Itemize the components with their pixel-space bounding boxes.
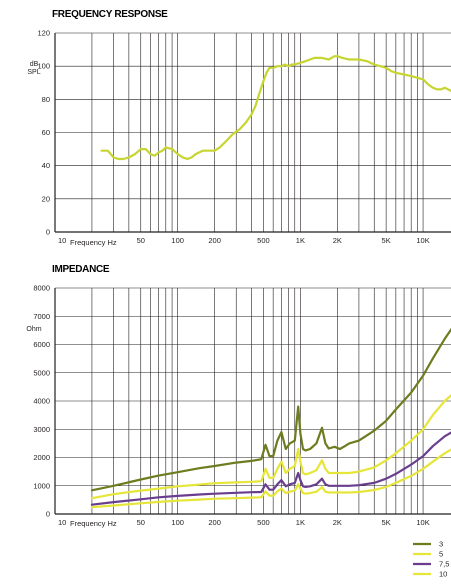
legend-label: 7,5 <box>439 560 449 569</box>
legend-label: 5 <box>439 550 443 559</box>
imp-y-tick-label: 5000 <box>33 368 50 377</box>
impedance-y-ticks: 0 1000 2000 3000 4000 5000 6000 7000 8000 <box>33 284 50 519</box>
impedance-title: IMPEDANCE <box>52 264 110 275</box>
imp-y-tick-label: 8000 <box>33 284 50 293</box>
imp-y-tick-label: 0 <box>46 510 50 519</box>
fr-x-tick-label: 2K <box>333 236 342 245</box>
fr-y-tick-label: 120 <box>37 29 50 38</box>
fr-y-tick-label: 80 <box>42 95 50 104</box>
fr-x-tick-label: 1K <box>296 236 305 245</box>
imp-x-tick-label: 5K <box>382 518 391 527</box>
frequency-response-ylabel-line-1: dB <box>30 61 39 68</box>
fr-y-tick-label: 0 <box>46 228 50 237</box>
imp-x-tick-label: 10K <box>416 518 429 527</box>
imp-series-line-3 <box>90 448 451 509</box>
impedance-xlabel: Frequency Hz <box>70 519 117 528</box>
fr-x-tick-label: 5K <box>382 236 391 245</box>
imp-x-tick-label: 1K <box>296 518 305 527</box>
frequency-response-y-ticks: 0 20 40 60 80 100 120 <box>37 29 50 237</box>
imp-x-tick-label: 200 <box>208 518 221 527</box>
imp-series-line-0 <box>90 327 451 492</box>
impedance-x-ticks: 10501002005001K2K5K10K2 <box>58 518 430 527</box>
impedance-grid <box>54 287 451 515</box>
imp-x-tick-label: 10 <box>58 518 66 527</box>
legend-label: 3 <box>439 540 443 549</box>
impedance-ylabel: Ohm <box>26 326 41 333</box>
fr-y-tick-label: 20 <box>42 194 50 203</box>
fr-y-tick-label: 40 <box>42 161 50 170</box>
fr-x-tick-label: 10K <box>416 236 429 245</box>
imp-y-tick-label: 7000 <box>33 312 50 321</box>
fr-series-line-0 <box>100 55 451 161</box>
frequency-response-title: FREQUENCY RESPONSE <box>52 9 168 20</box>
fr-y-tick-label: 60 <box>42 128 50 137</box>
imp-x-tick-label: 100 <box>171 518 184 527</box>
imp-x-tick-label: 500 <box>257 518 270 527</box>
frequency-response-xlabel: Frequency Hz <box>70 238 117 247</box>
imp-y-tick-label: 4000 <box>33 397 50 406</box>
frequency-response-chart: FREQUENCY RESPONSE 0 20 40 60 80 100 120 dB SP… <box>27 9 451 247</box>
imp-series-line-2 <box>90 431 451 506</box>
legend-label: 10 <box>439 570 447 579</box>
fr-x-tick-label: 500 <box>257 236 270 245</box>
imp-y-tick-label: 6000 <box>33 340 50 349</box>
frequency-response-lines <box>100 55 451 161</box>
fr-x-tick-label: 10 <box>58 236 66 245</box>
fr-x-tick-label: 50 <box>137 236 145 245</box>
imp-x-tick-label: 50 <box>137 518 145 527</box>
impedance-legend: 357,510 <box>413 540 449 579</box>
imp-x-tick-label: 2K <box>333 518 342 527</box>
impedance-lines <box>90 327 451 509</box>
fr-x-tick-label: 100 <box>171 236 184 245</box>
imp-y-tick-label: 2000 <box>33 453 50 462</box>
imp-series-line-1 <box>90 394 451 500</box>
impedance-chart: IMPEDANCE 0 1000 2000 3000 4000 5000 6000 7000 8… <box>26 264 451 579</box>
fr-y-tick-label: 100 <box>37 62 50 71</box>
frequency-response-x-ticks: 10501002005001K2K5K10K2 <box>58 236 430 245</box>
frequency-response-ylabel-line-2: SPL <box>27 69 40 76</box>
imp-y-tick-label: 1000 <box>33 481 50 490</box>
imp-y-tick-label: 3000 <box>33 425 50 434</box>
frequency-response-grid <box>54 32 451 233</box>
fr-x-tick-label: 200 <box>208 236 221 245</box>
